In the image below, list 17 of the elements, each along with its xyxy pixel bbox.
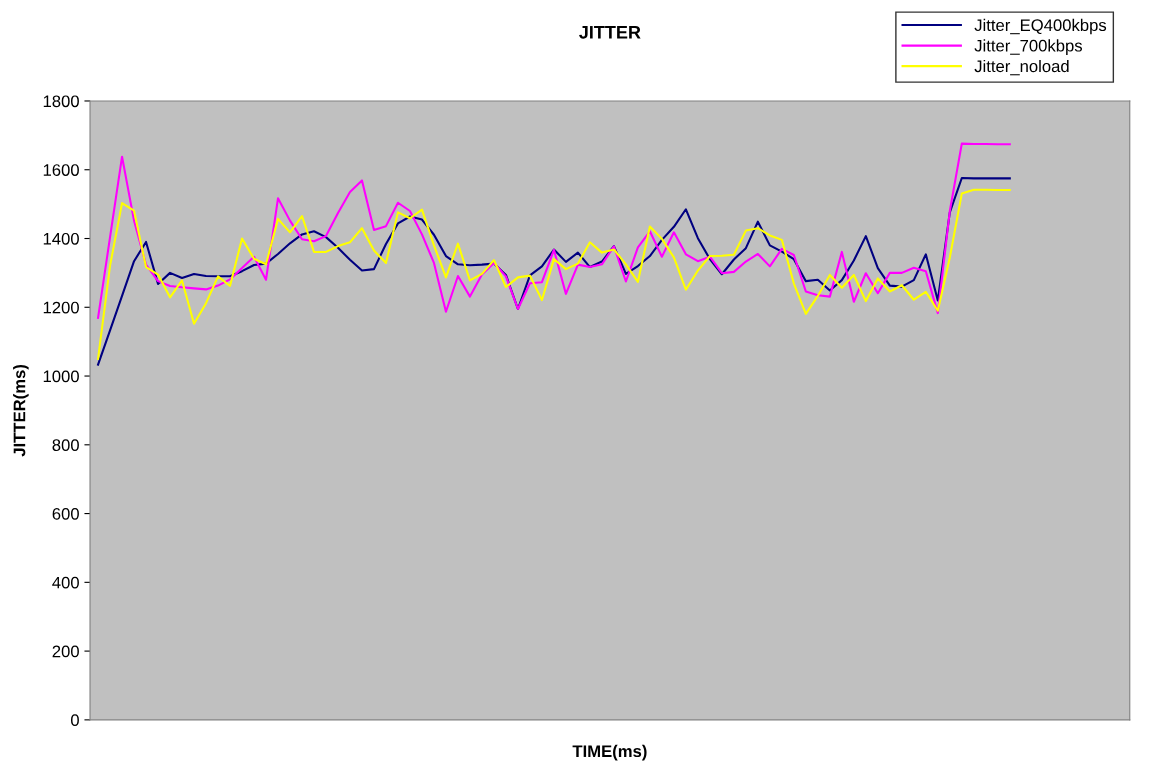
- y-tick-label: 800: [52, 439, 79, 452]
- line-series: [97, 142, 1011, 319]
- y-tick-label: 0: [70, 714, 79, 727]
- y-tick-label: 1800: [43, 95, 79, 108]
- legend-label: Jitter_noload: [974, 59, 1069, 76]
- legend-label: Jitter_EQ400kbps: [974, 18, 1107, 35]
- y-tick-label: 400: [52, 576, 79, 589]
- y-tick-label: 200: [52, 645, 79, 658]
- y-tick-label: 1200: [43, 301, 79, 314]
- y-tick-label: 1400: [43, 232, 79, 245]
- y-axis-title: JITTER(ms): [13, 364, 29, 457]
- chart-title: JITTER: [579, 26, 641, 39]
- legend-label: Jitter_700kbps: [974, 39, 1083, 55]
- y-tick-label: 1600: [43, 164, 79, 176]
- y-tick-label: 1000: [43, 370, 79, 383]
- y-tick-label: 600: [52, 507, 79, 520]
- x-axis-title: TIME(ms): [572, 744, 647, 761]
